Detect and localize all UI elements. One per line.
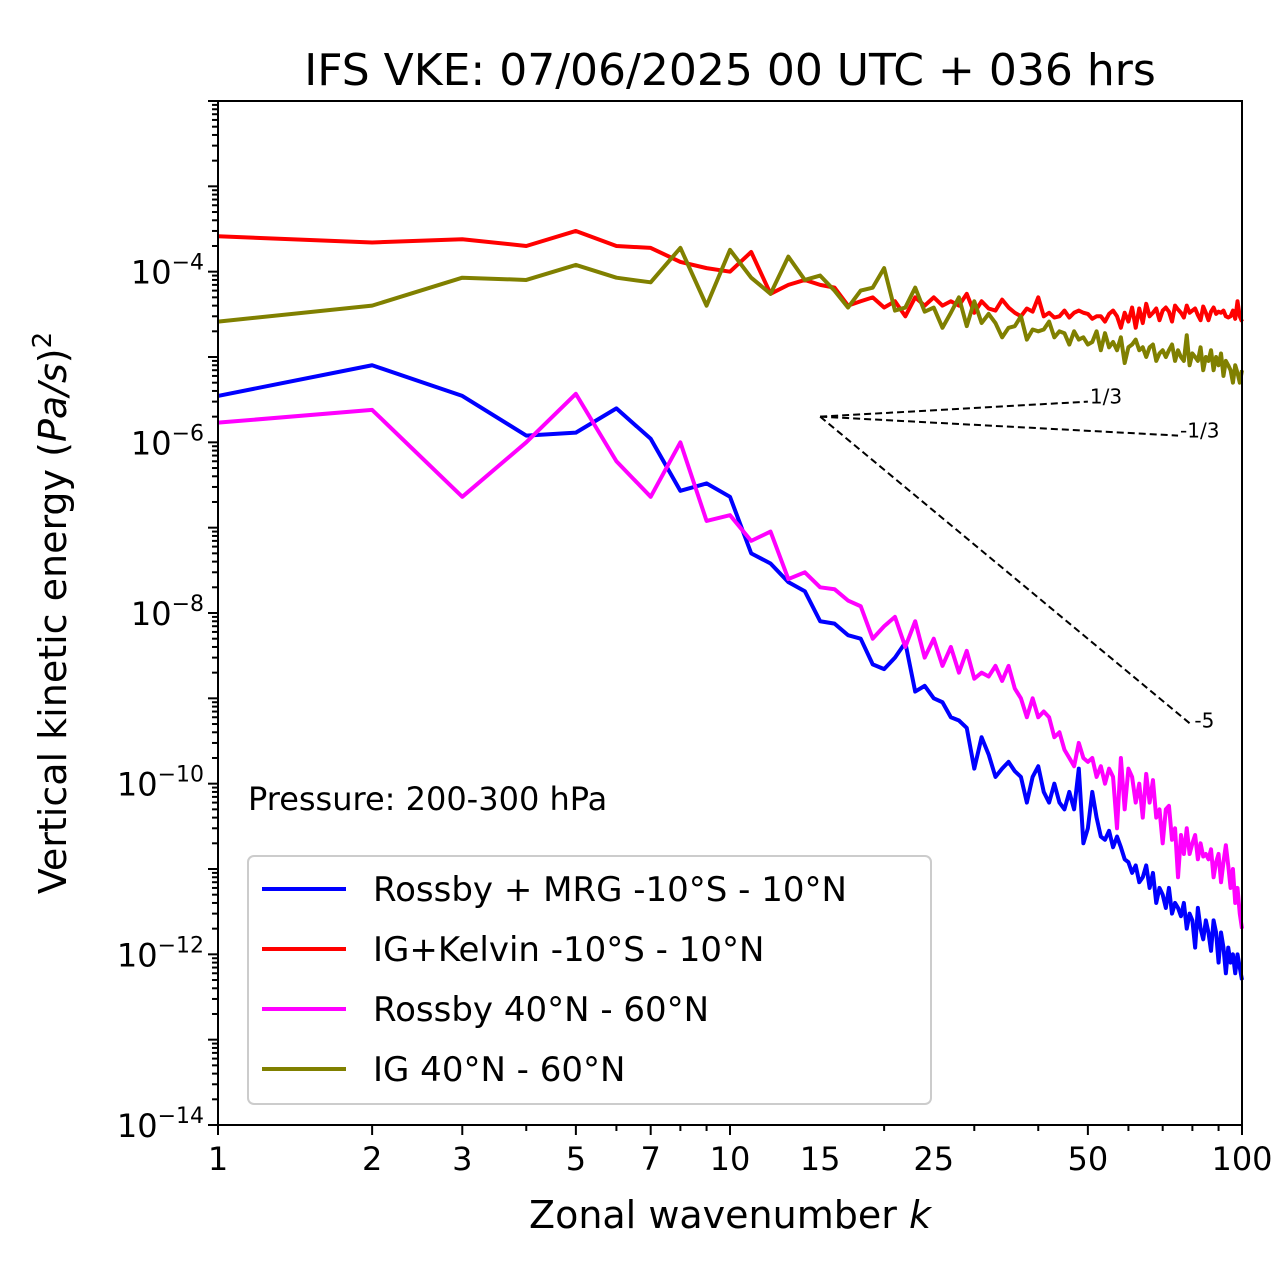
x-tick-label: 10 bbox=[710, 1140, 751, 1178]
series-line-1 bbox=[217, 228, 1244, 330]
slope-label-2: -5 bbox=[1194, 709, 1214, 733]
legend-label-2: Rossby 40°N - 60°N bbox=[373, 990, 709, 1030]
legend-frame bbox=[247, 855, 932, 1105]
slope-label-1: -1/3 bbox=[1180, 419, 1219, 443]
reference-slopes: 1/3 -1/3 -5 bbox=[819, 385, 1219, 733]
slope-line-0 bbox=[820, 400, 1088, 418]
y-tick-label: 10−10 bbox=[117, 763, 204, 804]
y-axis-label-var: Pa/s bbox=[31, 363, 75, 442]
y-axis-label-suffix: ) bbox=[31, 348, 75, 363]
series-line-3 bbox=[217, 245, 1244, 385]
x-tick-label: 50 bbox=[1068, 1140, 1109, 1178]
x-tick-label: 1 bbox=[208, 1140, 228, 1178]
y-axis: 10−14 10−12 10−10 10−8 10−6 10−4 bbox=[117, 100, 218, 1145]
x-tick-label: 5 bbox=[566, 1140, 586, 1178]
x-axis: 1 2 3 5 7 10 15 25 50 100 bbox=[208, 1125, 1273, 1178]
x-tick-label: 3 bbox=[452, 1140, 472, 1178]
chart-title: IFS VKE: 07/06/2025 00 UTC + 036 hrs bbox=[304, 45, 1156, 96]
x-tick-label: 7 bbox=[641, 1140, 661, 1178]
slope-line-2 bbox=[819, 415, 1194, 727]
x-tick-label: 25 bbox=[913, 1140, 954, 1178]
x-tick-label: 2 bbox=[362, 1140, 382, 1178]
x-axis-label: Zonal wavenumber k bbox=[529, 1193, 933, 1237]
x-tick-label: 15 bbox=[800, 1140, 841, 1178]
legend-label-1: IG+Kelvin -10°S - 10°N bbox=[373, 930, 764, 970]
legend: Rossby + MRG -10°S - 10°N IG+Kelvin -10°S… bbox=[247, 855, 932, 1105]
y-tick-label: 10−12 bbox=[117, 933, 204, 974]
y-tick-label: 10−4 bbox=[131, 251, 204, 292]
y-tick-label: 10−8 bbox=[131, 592, 204, 633]
series-line-2 bbox=[217, 391, 1244, 929]
y-tick-label: 10−14 bbox=[117, 1104, 204, 1145]
y-axis-label-exp: 2 bbox=[28, 332, 58, 349]
y-axis-label-prefix: Vertical kinetic energy ( bbox=[31, 442, 75, 894]
y-axis-label: Vertical kinetic energy (Pa/s)2 bbox=[28, 332, 75, 894]
slope-line-1 bbox=[820, 415, 1179, 437]
legend-label-3: IG 40°N - 60°N bbox=[373, 1050, 625, 1090]
x-axis-label-var: k bbox=[909, 1193, 933, 1237]
legend-label-0: Rossby + MRG -10°S - 10°N bbox=[373, 870, 847, 910]
x-axis-label-text: Zonal wavenumber bbox=[529, 1193, 897, 1237]
pressure-annotation: Pressure: 200-300 hPa bbox=[248, 780, 607, 818]
slope-label-0: 1/3 bbox=[1090, 385, 1122, 409]
x-tick-label: 100 bbox=[1211, 1140, 1272, 1178]
y-tick-label: 10−6 bbox=[131, 421, 204, 462]
series-layer bbox=[217, 228, 1244, 981]
series-line-0 bbox=[217, 363, 1244, 981]
